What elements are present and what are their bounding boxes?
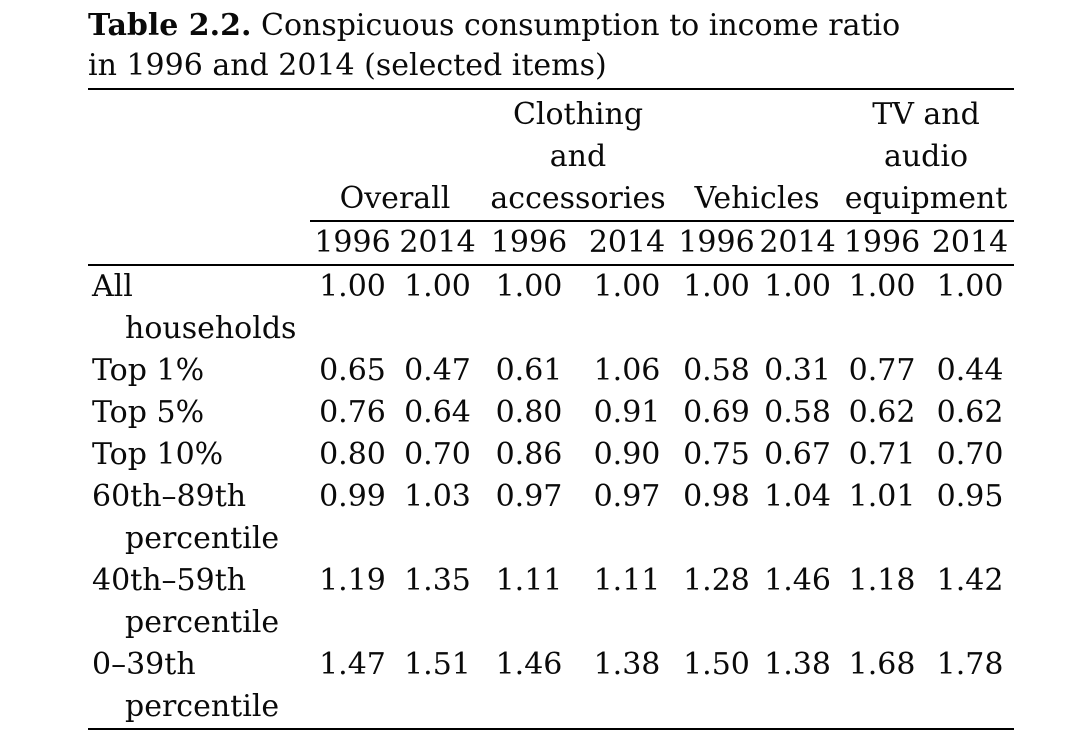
cell: 0.76 <box>319 395 386 430</box>
cell: 1.00 <box>404 269 471 304</box>
cell: 0.97 <box>495 479 563 514</box>
row-label: All households <box>92 269 297 346</box>
year-header: 2014 <box>926 221 1015 266</box>
cell: 1.42 <box>936 563 1004 598</box>
cell: 1.38 <box>578 644 676 730</box>
cell: 0.65 <box>319 353 386 388</box>
year-header: 1996 <box>310 221 395 266</box>
cell: 1.11 <box>495 563 563 598</box>
cell: 1.68 <box>838 644 927 730</box>
cell: 1.47 <box>310 644 395 730</box>
cell: 1.00 <box>936 269 1004 304</box>
row-label: Top 10% <box>92 437 224 472</box>
cell: 1.18 <box>848 563 916 598</box>
cell: 1.01 <box>848 479 916 514</box>
table-row-60th-89th: 60th–89th percentile 0.99 1.03 0.97 0.97… <box>88 476 1014 560</box>
cell: 0.90 <box>593 437 661 472</box>
table-row-top-1: Top 1% 0.65 0.47 0.61 1.06 0.58 0.31 0.7… <box>88 350 1014 392</box>
cell: 1.46 <box>764 563 831 598</box>
cell: 0.69 <box>683 395 750 430</box>
cell: 1.00 <box>319 269 386 304</box>
cell: 0.91 <box>593 395 661 430</box>
cell: 1.28 <box>683 563 750 598</box>
cell: 0.80 <box>495 395 563 430</box>
year-header: 1996 <box>838 221 927 266</box>
table-row-all-households: All households 1.00 1.00 1.00 1.00 1.00 … <box>88 265 1014 350</box>
cell: 0.71 <box>848 437 916 472</box>
row-label: 60th–89th percentile <box>92 479 280 556</box>
group-header-row: Overall Clothing and accessories Vehicle… <box>88 88 1015 222</box>
col-group-vehicles: Vehicles <box>676 88 839 222</box>
cell: 1.50 <box>676 644 757 730</box>
year-header: 2014 <box>395 221 480 266</box>
row-label: Top 1% <box>92 353 205 388</box>
table-block: Table 2.2. Conspicuous consumption to in… <box>88 6 1015 730</box>
cell: 1.00 <box>764 269 831 304</box>
cell: 0.98 <box>683 479 750 514</box>
cell: 0.99 <box>319 479 386 514</box>
table-row-top-10: Top 10% 0.80 0.70 0.86 0.90 0.75 0.67 0.… <box>88 434 1014 476</box>
cell: 1.00 <box>593 269 661 304</box>
table-caption: Table 2.2. Conspicuous consumption to in… <box>88 6 918 86</box>
cell: 0.70 <box>404 437 471 472</box>
cell: 1.04 <box>764 479 831 514</box>
cell: 1.00 <box>683 269 750 304</box>
cell: 0.58 <box>764 395 831 430</box>
group-header-empty <box>88 88 310 221</box>
cell: 0.62 <box>848 395 916 430</box>
year-header: 1996 <box>480 221 578 266</box>
cell: 0.70 <box>936 437 1004 472</box>
cell: 1.46 <box>480 644 578 730</box>
year-header-empty <box>88 221 310 266</box>
cell: 1.00 <box>495 269 563 304</box>
cell: 1.03 <box>404 479 471 514</box>
cell: 0.44 <box>936 353 1004 388</box>
table-row-0-39th: 0–39th percentile 1.47 1.51 1.46 1.38 1.… <box>88 644 1015 730</box>
cell: 1.38 <box>757 644 839 730</box>
row-label: Top 5% <box>92 395 205 430</box>
row-label: 0–39th percentile <box>88 644 310 730</box>
cell: 0.64 <box>404 395 471 430</box>
year-header: 2014 <box>578 221 676 266</box>
col-group-clothing-accessories: Clothing and accessories <box>480 88 676 222</box>
cell: 0.58 <box>683 353 750 388</box>
cell: 0.77 <box>848 353 916 388</box>
table-caption-number: Table 2.2. <box>88 8 252 43</box>
cell: 0.62 <box>936 395 1004 430</box>
cell: 0.75 <box>683 437 750 472</box>
cell: 1.51 <box>395 644 480 730</box>
cell: 1.00 <box>848 269 916 304</box>
table-caption-text: Conspicuous consumption to income ratio … <box>88 8 901 83</box>
cell: 1.19 <box>319 563 386 598</box>
col-group-overall: Overall <box>310 88 480 222</box>
cell: 0.31 <box>764 353 831 388</box>
year-header: 2014 <box>757 221 839 266</box>
cell: 0.61 <box>495 353 563 388</box>
consumption-ratio-table: Overall Clothing and accessories Vehicle… <box>88 88 1015 730</box>
year-header: 1996 <box>676 221 757 266</box>
cell: 0.95 <box>936 479 1004 514</box>
table-row-top-5: Top 5% 0.76 0.64 0.80 0.91 0.69 0.58 0.6… <box>88 392 1014 434</box>
cell: 1.78 <box>926 644 1015 730</box>
cell: 0.86 <box>495 437 563 472</box>
cell: 0.97 <box>593 479 661 514</box>
cell: 0.47 <box>404 353 471 388</box>
cell: 0.80 <box>319 437 386 472</box>
cell: 0.67 <box>764 437 831 472</box>
cell: 1.35 <box>404 563 471 598</box>
year-header-row: 1996 2014 1996 2014 1996 2014 1996 2014 <box>88 221 1015 266</box>
cell: 1.06 <box>593 353 661 388</box>
cell: 1.11 <box>593 563 661 598</box>
row-label: 40th–59th percentile <box>92 563 280 640</box>
col-group-tv-audio: TV and audio equipment <box>838 88 1015 222</box>
table-row-40th-59th: 40th–59th percentile 1.19 1.35 1.11 1.11… <box>88 560 1014 644</box>
